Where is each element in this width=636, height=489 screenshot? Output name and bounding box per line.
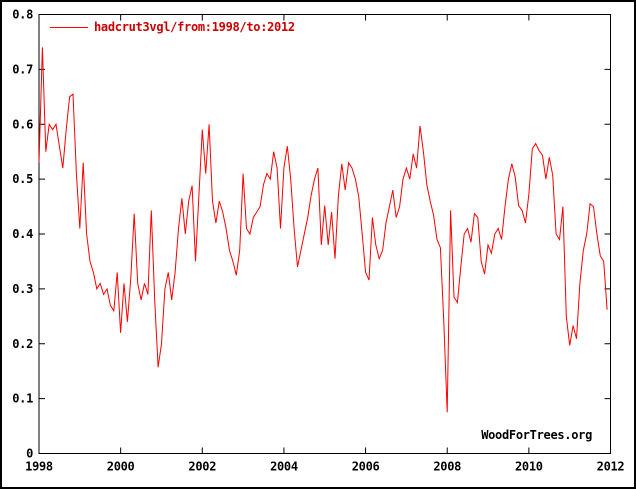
y-tick-label: 0.1	[12, 392, 33, 406]
x-tick-label: 2008	[433, 460, 461, 474]
x-tick-label: 2000	[107, 460, 135, 474]
plot-frame	[38, 14, 611, 454]
x-tick-label: 1998	[25, 460, 53, 474]
y-tick-label: 0	[26, 447, 33, 461]
y-tick-label: 0.6	[12, 117, 33, 131]
y-tick-label: 0.2	[12, 337, 33, 351]
y-tick-label: 0.4	[12, 227, 33, 241]
x-tick-label: 2006	[352, 460, 380, 474]
x-tick-label: 2002	[188, 460, 216, 474]
y-tick-label: 0.8	[12, 8, 33, 22]
y-tick-label: 0.3	[12, 282, 33, 296]
x-tick-label: 2012	[597, 460, 625, 474]
data-line	[38, 47, 608, 413]
x-tick-label: 2004	[270, 460, 298, 474]
y-tick-label: 0.5	[12, 172, 33, 186]
y-tick-label: 0.7	[12, 62, 33, 76]
x-tick-label: 2010	[515, 460, 543, 474]
